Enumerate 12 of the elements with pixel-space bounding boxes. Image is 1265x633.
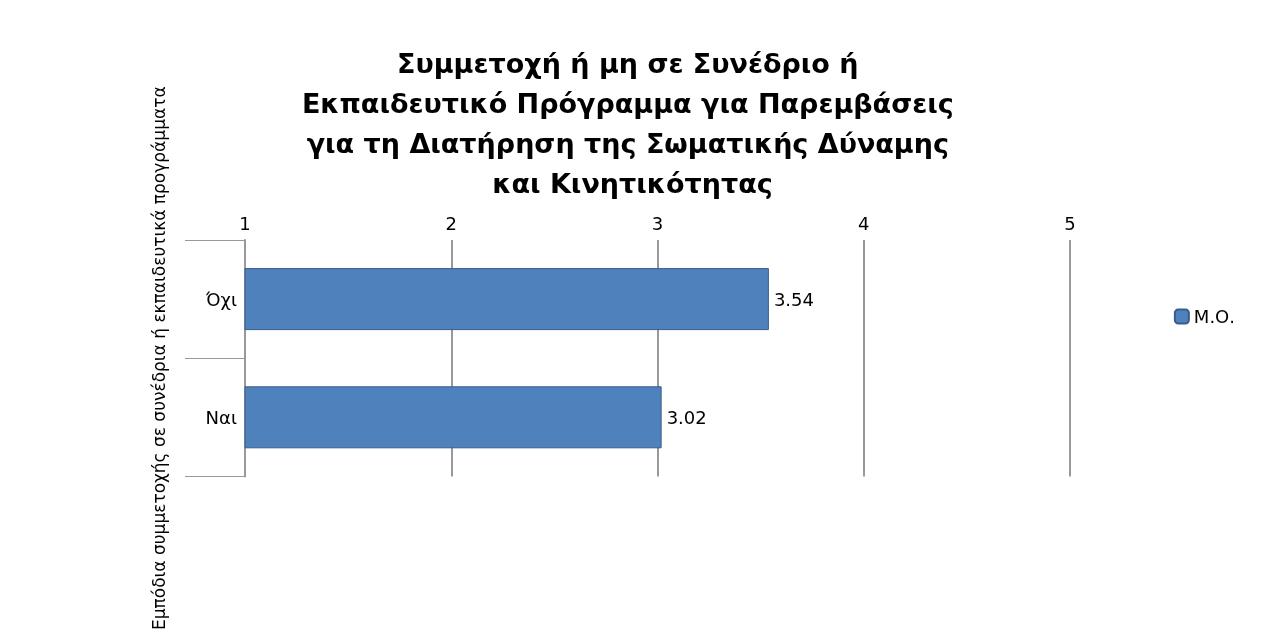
y-tick-label: Ναι [205, 406, 237, 428]
x-tick-label: 3 [651, 212, 664, 234]
legend-label: Μ.Ο. [1193, 306, 1236, 327]
y-tick-label: Όχι [204, 288, 237, 310]
y-axis-title: Εμπόδια συμμετοχής σε συνέδρια ή εκπαιδευτικά προγράμματα [149, 86, 169, 630]
x-tick-label: 1 [239, 212, 251, 234]
x-tick-label: 2 [445, 212, 457, 234]
chart-title: Συμμετοχή ή μη σε Συνέδριο ή Εκπαιδευτικό Πρόγραμμα για Παρεμβάσεις για τη Διατήρηση της Σωματικής Δύναμης και Κινητικότητας [301, 47, 964, 199]
data-label: 3.54 [773, 288, 814, 310]
data-label: 3.02 [666, 406, 707, 428]
x-tick-label: 4 [858, 212, 870, 234]
x-tick-label: 5 [1064, 212, 1076, 234]
